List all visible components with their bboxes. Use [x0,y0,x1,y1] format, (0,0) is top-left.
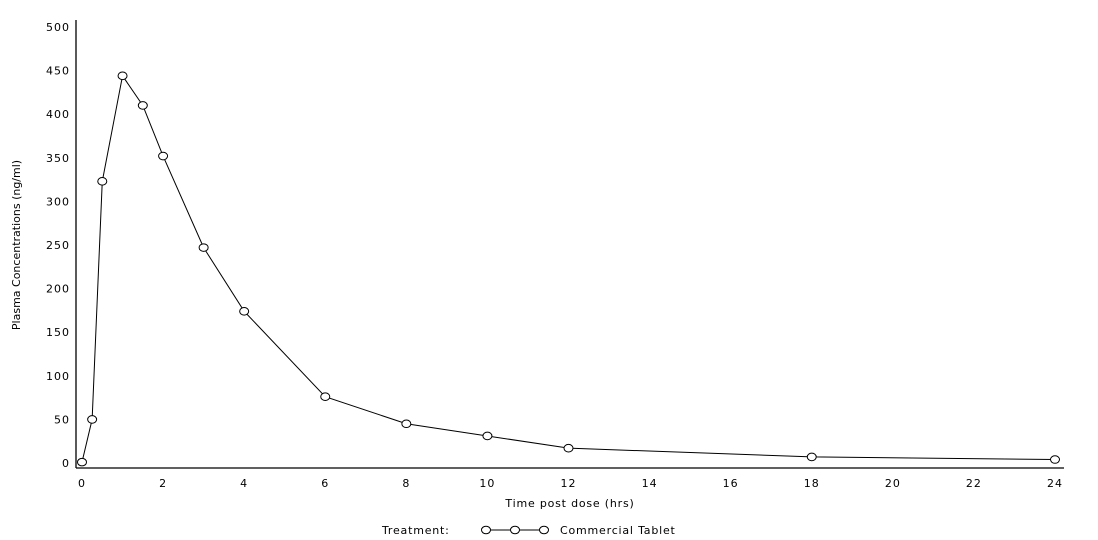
x-tick-label: 22 [966,477,982,490]
y-axis-label: Plasma Concentrations (ng/ml) [10,160,23,330]
x-tick-label: 8 [402,477,410,490]
x-tick-label: 2 [159,477,167,490]
y-tick-label: 50 [54,413,70,426]
data-point [117,71,128,81]
data-point [97,177,108,186]
x-tick-label: 4 [240,477,248,490]
y-tick-label: 0 [62,457,70,470]
data-point [1050,455,1060,464]
series-line [81,74,1056,463]
x-tick-label: 20 [885,477,901,490]
y-tick-label: 150 [46,326,70,339]
data-point [87,415,98,424]
data-point [77,457,87,467]
y-tick-label: 400 [46,108,70,121]
legend-label: Commercial Tablet [560,524,676,537]
data-point [239,306,250,316]
data-point [320,392,331,402]
x-tick-label: 6 [321,477,329,490]
x-tick-labels: 0 2 4 6 8 10 12 14 16 18 20 22 24 [78,477,1063,490]
x-tick-label: 24 [1047,477,1063,490]
y-tick-labels: 0 50 100 150 200 250 300 350 400 450 500 [46,21,70,470]
legend-title: Treatment: [381,524,450,537]
data-point [158,151,169,161]
series-commercial-tablet [77,71,1060,467]
axes [75,20,1064,469]
y-tick-label: 300 [46,195,70,208]
y-tick-label: 350 [46,152,70,165]
legend-marker [481,525,549,535]
data-point [806,452,817,462]
x-axis-label: Time post dose (hrs) [504,497,634,510]
y-tick-label: 100 [46,370,70,383]
y-tick-label: 450 [46,65,70,78]
y-tick-label: 500 [46,21,70,34]
x-tick-label: 0 [78,477,86,490]
y-tick-label: 250 [46,239,70,252]
y-tick-label: 200 [46,283,70,296]
data-point [198,243,209,252]
x-tick-label: 18 [804,477,820,490]
x-tick-label: 10 [479,477,495,490]
x-tick-label: 16 [723,477,739,490]
legend: Treatment: Commercial Tablet [381,524,676,537]
data-point [482,431,493,441]
data-point [563,443,574,453]
x-tick-label: 14 [642,477,658,490]
data-point [401,419,412,429]
data-point [137,101,148,110]
x-tick-label: 12 [561,477,577,490]
